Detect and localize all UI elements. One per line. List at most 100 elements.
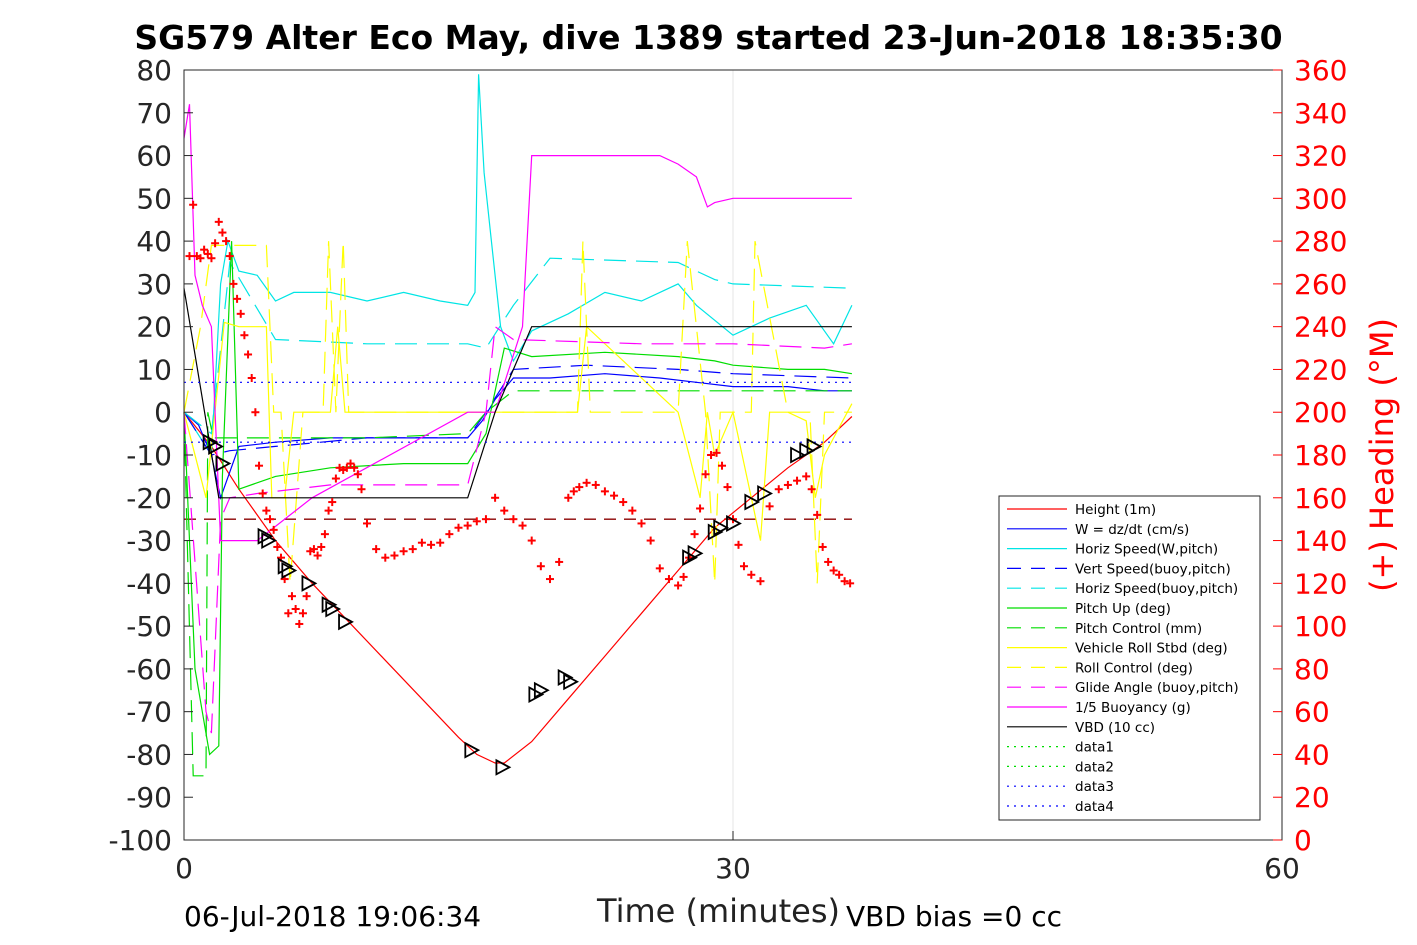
heading-point (417, 538, 426, 547)
series-line-5 (183, 241, 852, 756)
y2-tick-label: 180 (1294, 439, 1347, 472)
heading-point (846, 579, 855, 588)
y-tick-label: -70 (126, 696, 172, 729)
vbd-bias: VBD bias =0 cc (846, 900, 1062, 933)
triangle-marker (215, 455, 232, 473)
heading-point (298, 609, 307, 618)
heading-point (262, 506, 271, 515)
heading-point (284, 609, 293, 618)
heading-point (313, 551, 322, 560)
heading-point (674, 581, 683, 590)
heading-point (718, 461, 727, 470)
series-line-4 (183, 257, 852, 435)
heading-point (244, 350, 253, 359)
chart-title: SG579 Alter Eco May, dive 1389 started 2… (134, 18, 1283, 57)
triangle-marker (713, 519, 730, 537)
legend-label: Pitch Up (deg) (1075, 601, 1171, 617)
heading-point (357, 485, 366, 494)
y-tick-label: 10 (136, 353, 172, 386)
legend-label: Horiz Speed(W,pitch) (1075, 542, 1218, 558)
heading-point (824, 557, 833, 566)
y-tick-label: 60 (136, 140, 172, 173)
heading-point (712, 448, 721, 457)
legend-label: data1 (1075, 740, 1114, 756)
heading-point (302, 592, 311, 601)
y2-tick-label: 280 (1294, 225, 1347, 258)
y2-tick-label: 60 (1294, 696, 1330, 729)
heading-point (591, 480, 600, 489)
heading-point (707, 451, 716, 459)
y2-tick-label: 140 (1294, 525, 1347, 558)
heading-point (463, 521, 472, 530)
heading-point (295, 619, 304, 628)
triangle-marker (202, 433, 219, 451)
triangle-marker (757, 484, 774, 503)
triangle-marker (707, 523, 724, 541)
heading-point (350, 463, 359, 472)
heading-point (225, 252, 234, 261)
heading-point (664, 575, 673, 584)
legend-label: 1/5 Buoyancy (g) (1075, 700, 1191, 716)
triangle-marker (687, 544, 704, 562)
heading-point (527, 536, 536, 545)
y2-tick-label: 300 (1294, 182, 1347, 215)
heading-point (408, 545, 417, 554)
heading-point (765, 502, 774, 511)
heading-point (218, 228, 227, 237)
y-tick-label: -60 (126, 653, 172, 686)
y-tick-label: 80 (136, 54, 172, 87)
y2-tick-label: 240 (1294, 311, 1347, 344)
y2-tick-label: 260 (1294, 268, 1347, 301)
triangle-marker (321, 596, 338, 614)
heading-point (381, 553, 390, 562)
heading-point (240, 331, 249, 340)
triangle-marker (528, 686, 545, 704)
heading-point (390, 551, 399, 560)
heading-point (807, 485, 816, 494)
x-tick-label: 0 (175, 852, 193, 885)
heading-point (207, 254, 216, 263)
heading-point (569, 487, 578, 496)
y2-tick-label: 340 (1294, 97, 1347, 130)
triangle-marker (557, 668, 574, 686)
legend-label: data3 (1075, 779, 1114, 795)
heading-point (619, 498, 628, 507)
y2-tick-label: 80 (1294, 653, 1330, 686)
triangle-marker (533, 681, 550, 699)
heading-point (600, 487, 609, 496)
heading-point (701, 470, 710, 479)
y-tick-label: -40 (126, 567, 172, 600)
heading-point (829, 566, 838, 575)
heading-point (610, 491, 619, 500)
heading-point (273, 542, 282, 551)
heading-point (835, 570, 844, 579)
y-tick-label: 0 (154, 396, 172, 429)
heading-point (454, 523, 463, 532)
legend-label: Roll Control (deg) (1075, 660, 1193, 676)
y-tick-label: 30 (136, 268, 172, 301)
heading-point (214, 217, 223, 226)
y-tick-label: 40 (136, 225, 172, 258)
heading-point (372, 545, 381, 554)
y2-tick-label: 160 (1294, 482, 1347, 515)
heading-point (690, 530, 699, 539)
heading-point (739, 562, 748, 571)
y-tick-label: 50 (136, 182, 172, 215)
legend-label: Glide Angle (buoy,pitch) (1075, 680, 1239, 696)
heading-point (445, 530, 454, 539)
heading-point (518, 521, 527, 530)
series-line-9 (183, 325, 852, 734)
heading-point (291, 605, 300, 613)
legend-label: Height (1m) (1075, 502, 1156, 518)
legend-label: Horiz Speed(buoy,pitch) (1075, 581, 1238, 597)
heading-point (500, 506, 509, 515)
legend-label: W = dz/dt (cm/s) (1075, 522, 1189, 538)
legend-label: Pitch Control (mm) (1075, 621, 1202, 637)
heading-point (436, 538, 445, 547)
x-tick-label: 60 (1264, 852, 1300, 885)
heading-point (269, 525, 278, 534)
heading-point (229, 279, 238, 288)
triangle-marker (790, 446, 806, 464)
heading-point (481, 515, 490, 524)
